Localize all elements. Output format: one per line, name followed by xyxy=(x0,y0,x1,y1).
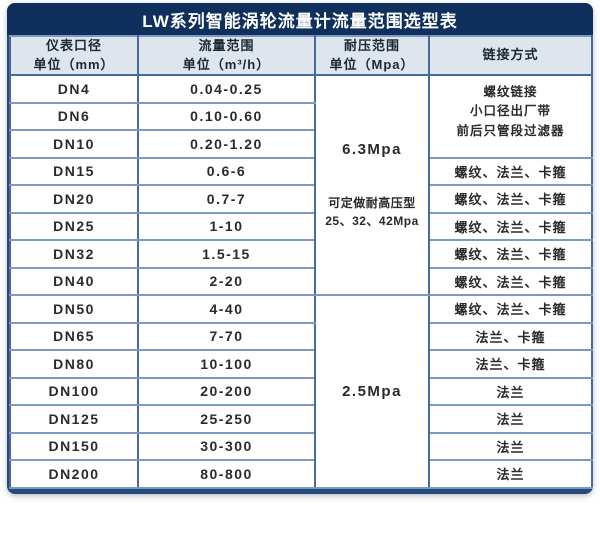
table-row: DN125 25-250 法兰 xyxy=(9,404,593,434)
table-row: DN25 1-10 螺纹、法兰、卡箍 xyxy=(9,211,593,241)
table-row: DN65 7-70 法兰、卡箍 xyxy=(9,321,593,351)
flow-range-cell: 4-40 xyxy=(137,294,316,324)
table-title: LW系列智能涡轮流量计流量范围选型表 xyxy=(7,3,593,35)
connection-cell: 法兰 xyxy=(428,404,593,434)
connection-cell: 螺纹、法兰、卡箍 xyxy=(428,239,593,269)
small-bore-line1: 螺纹链接 xyxy=(483,85,538,99)
pressure-note: 可定做耐高压型 25、32、42Mpa xyxy=(325,194,419,230)
connection-cell: 法兰、卡箍 xyxy=(428,321,593,351)
pressure-value: 6.3Mpa xyxy=(342,140,402,158)
small-bore-line3: 前后只管段过滤器 xyxy=(456,123,565,138)
column-header-diameter-line2: 单位（mm） xyxy=(33,56,115,72)
diameter-cell: DN100 xyxy=(9,376,139,406)
column-header-diameter-line1: 仪表口径 xyxy=(45,38,102,54)
column-header-pressure-line2: 单位（Mpa） xyxy=(329,56,415,72)
connection-cell: 法兰 xyxy=(428,431,593,461)
diameter-cell: DN125 xyxy=(9,404,139,434)
pressure-note-line1: 可定做耐高压型 xyxy=(328,195,416,210)
flow-range-cell: 1-10 xyxy=(137,211,316,241)
connection-cell: 螺纹、法兰、卡箍 xyxy=(428,184,593,214)
flow-range-cell: 80-800 xyxy=(137,459,316,489)
small-bore-line2: 小口径出厂带 xyxy=(469,104,551,119)
pressure-value: 2.5Mpa xyxy=(342,382,402,400)
table-row: DN50 4-40 2.5Mpa 螺纹、法兰、卡箍 xyxy=(9,294,593,489)
flow-range-cell: 20-200 xyxy=(137,376,316,406)
flow-range-cell: 0.6-6 xyxy=(137,156,316,186)
flowmeter-selection-table: 仪表口径 单位（mm） 流量范围 单位（m³/h） 耐压范围 单位（Mpa） xyxy=(9,35,593,489)
connection-cell: 螺纹、法兰、卡箍 xyxy=(428,266,593,296)
flow-range-cell: 10-100 xyxy=(137,349,316,379)
connection-cell-small-bore: 螺纹链接 小口径出厂带 前后只管段过滤器 xyxy=(428,74,593,159)
diameter-cell: DN10 xyxy=(9,129,139,159)
table-row: DN32 1.5-15 螺纹、法兰、卡箍 xyxy=(9,239,593,269)
pressure-cell-high-group: 6.3Mpa 可定做耐高压型 25、32、42Mpa xyxy=(314,74,430,296)
table-row: DN4 0.04-0.25 6.3Mpa 可定做耐高压型 25、32、42Mpa… xyxy=(9,74,593,296)
diameter-cell: DN20 xyxy=(9,184,139,214)
diameter-cell: DN32 xyxy=(9,239,139,269)
diameter-cell: DN25 xyxy=(9,211,139,241)
selection-table-card: LW系列智能涡轮流量计流量范围选型表 仪表口径 单位（mm） 流量范围 单位 xyxy=(7,3,593,494)
diameter-cell: DN65 xyxy=(9,321,139,351)
column-header-flow: 流量范围 单位（m³/h） xyxy=(137,35,316,76)
flow-range-cell: 2-20 xyxy=(137,266,316,296)
connection-cell: 螺纹、法兰、卡箍 xyxy=(428,156,593,186)
flow-range-cell: 0.20-1.20 xyxy=(137,129,316,159)
diameter-cell: DN6 xyxy=(9,101,139,131)
column-header-connection: 链接方式 xyxy=(428,35,593,76)
table-row: DN20 0.7-7 螺纹、法兰、卡箍 xyxy=(9,184,593,214)
diameter-cell: DN50 xyxy=(9,294,139,324)
pressure-cell-low-group: 2.5Mpa xyxy=(314,294,430,489)
flow-range-cell: 25-250 xyxy=(137,404,316,434)
flow-range-cell: 0.7-7 xyxy=(137,184,316,214)
diameter-cell: DN200 xyxy=(9,459,139,489)
flow-range-cell: 7-70 xyxy=(137,321,316,351)
table-row: DN80 10-100 法兰、卡箍 xyxy=(9,349,593,379)
column-header-pressure: 耐压范围 单位（Mpa） xyxy=(314,35,430,76)
table-row: DN100 20-200 法兰 xyxy=(9,376,593,406)
pressure-note-line2: 25、32、42Mpa xyxy=(325,213,419,228)
connection-cell: 法兰、卡箍 xyxy=(428,349,593,379)
column-header-flow-line2: 单位（m³/h） xyxy=(182,56,271,72)
connection-cell: 法兰 xyxy=(428,459,593,489)
column-header-pressure-line1: 耐压范围 xyxy=(343,38,400,54)
table-row: DN15 0.6-6 螺纹、法兰、卡箍 xyxy=(9,156,593,186)
diameter-cell: DN4 xyxy=(9,74,139,104)
connection-cell: 螺纹、法兰、卡箍 xyxy=(428,294,593,324)
header-row: 仪表口径 单位（mm） 流量范围 单位（m³/h） 耐压范围 单位（Mpa） xyxy=(9,35,593,76)
connection-cell: 螺纹、法兰、卡箍 xyxy=(428,211,593,241)
column-header-diameter: 仪表口径 单位（mm） xyxy=(9,35,139,76)
column-header-flow-line1: 流量范围 xyxy=(198,38,255,54)
flow-range-cell: 0.10-0.60 xyxy=(137,101,316,131)
flow-range-cell: 30-300 xyxy=(137,431,316,461)
connection-cell: 法兰 xyxy=(428,376,593,406)
diameter-cell: DN80 xyxy=(9,349,139,379)
diameter-cell: DN150 xyxy=(9,431,139,461)
table-row: DN40 2-20 螺纹、法兰、卡箍 xyxy=(9,266,593,296)
diameter-cell: DN40 xyxy=(9,266,139,296)
flow-range-cell: 0.04-0.25 xyxy=(137,74,316,104)
table-row: DN150 30-300 法兰 xyxy=(9,431,593,461)
flow-range-cell: 1.5-15 xyxy=(137,239,316,269)
table-row: DN200 80-800 法兰 xyxy=(9,459,593,489)
diameter-cell: DN15 xyxy=(9,156,139,186)
